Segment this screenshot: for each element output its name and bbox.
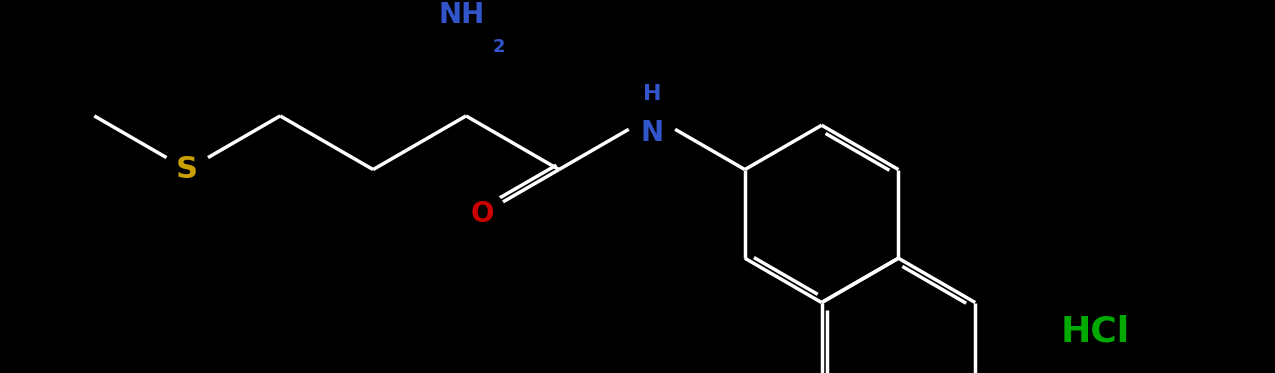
Text: S: S <box>176 155 198 184</box>
Circle shape <box>164 146 210 193</box>
Text: O: O <box>470 200 493 228</box>
Text: N: N <box>640 119 663 147</box>
Text: HCl: HCl <box>1061 315 1130 349</box>
Circle shape <box>434 3 499 69</box>
Text: 2: 2 <box>492 38 505 56</box>
Circle shape <box>626 90 678 142</box>
Circle shape <box>459 191 506 237</box>
Text: H: H <box>643 84 662 104</box>
Text: NH: NH <box>439 1 484 29</box>
